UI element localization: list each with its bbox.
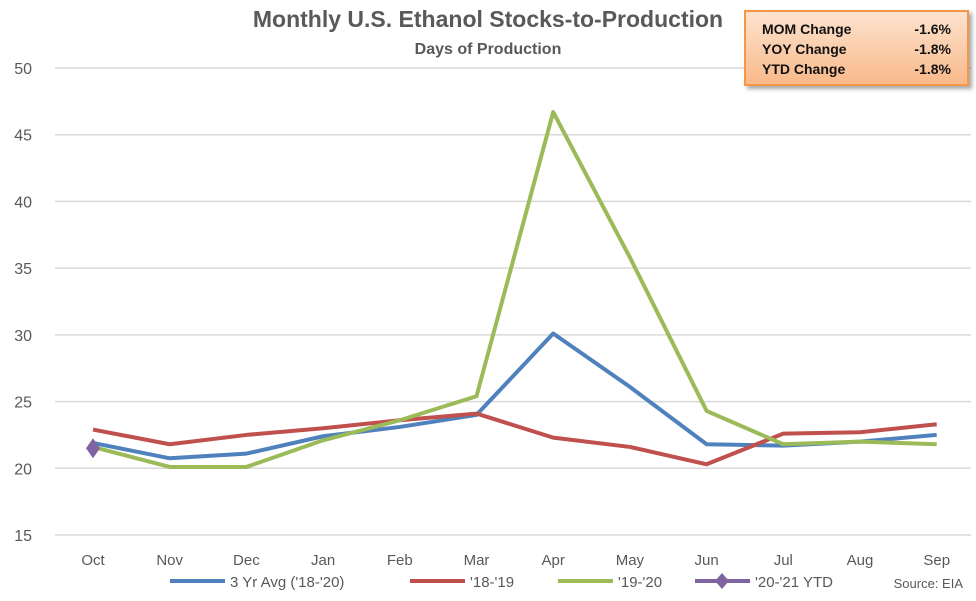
summary-label: MOM Change — [762, 21, 852, 37]
y-tick-label: 15 — [14, 528, 32, 545]
x-tick-label: Dec — [233, 552, 260, 569]
summary-row-yoy: YOY Change -1.8% — [762, 41, 951, 57]
summary-label: YTD Change — [762, 61, 846, 77]
chart-subtitle: Days of Production — [414, 41, 562, 58]
change-summary-box: MOM Change -1.6% YOY Change -1.8% YTD Chan… — [744, 10, 969, 86]
x-tick-label: Nov — [156, 552, 183, 569]
y-tick-label: 30 — [14, 328, 32, 345]
legend-label: '19-'20 — [618, 574, 662, 591]
chart-title: Monthly U.S. Ethanol Stocks-to-Productio… — [252, 6, 724, 32]
legend-diamond — [715, 573, 729, 589]
summary-value: -1.8% — [914, 61, 951, 77]
source-note: Source: EIA — [894, 576, 964, 591]
summary-row-ytd: YTD Change -1.8% — [762, 61, 951, 77]
x-tick-label: Jul — [774, 552, 793, 569]
legend-label: 3 Yr Avg ('18-'20) — [230, 574, 344, 591]
y-tick-label: 35 — [14, 261, 32, 278]
summary-value: -1.6% — [914, 21, 951, 37]
x-tick-label: Aug — [847, 552, 874, 569]
x-tick-label: Feb — [387, 552, 413, 569]
summary-row-mom: MOM Change -1.6% — [762, 21, 951, 37]
y-tick-label: 50 — [14, 61, 32, 78]
series-line — [92, 411, 937, 467]
y-tick-label: 20 — [14, 461, 32, 478]
y-tick-label: 40 — [14, 194, 32, 211]
legend-label: '18-'19 — [470, 574, 514, 591]
y-tick-label: 25 — [14, 395, 32, 412]
series-line — [92, 110, 937, 469]
x-tick-label: Apr — [542, 552, 565, 569]
x-tick-label: Jun — [695, 552, 719, 569]
summary-value: -1.8% — [914, 41, 951, 57]
summary-label: YOY Change — [762, 41, 847, 57]
x-tick-label: Oct — [81, 552, 105, 569]
y-tick-label: 45 — [14, 128, 32, 145]
x-tick-label: May — [616, 552, 645, 569]
legend-label: '20-'21 YTD — [755, 574, 833, 591]
x-tick-label: Jan — [311, 552, 335, 569]
x-tick-label: Mar — [464, 552, 490, 569]
data-point-diamond — [86, 438, 100, 459]
x-tick-label: Sep — [923, 552, 950, 569]
